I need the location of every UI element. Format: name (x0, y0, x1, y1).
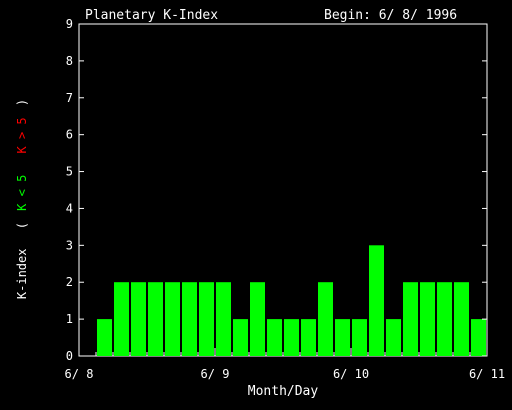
y-tick-label: 7 (66, 91, 73, 105)
bar (369, 245, 384, 356)
bar (233, 319, 248, 356)
bar (437, 282, 452, 356)
x-axis-label: Month/Day (248, 384, 319, 399)
y-tick-label: 4 (66, 201, 73, 215)
bar (148, 282, 163, 356)
bar (216, 282, 231, 356)
bar (471, 319, 486, 356)
y-axis-label: K-index ( K < 5 K > 5 ) (15, 99, 29, 299)
bar (250, 282, 265, 356)
y-tick-label: 5 (66, 165, 73, 179)
x-tick-label: 6/ 10 (333, 367, 369, 381)
x-tick-label: 6/ 9 (201, 367, 230, 381)
bar (454, 282, 469, 356)
y-label-prefix: K-index (15, 249, 29, 300)
y-label-low: K < 5 (15, 175, 29, 211)
y-label-open-paren: ( (15, 222, 29, 229)
y-tick-label: 8 (66, 54, 73, 68)
bar (386, 319, 401, 356)
x-tick-label: 6/ 11 (469, 367, 505, 381)
bar (182, 282, 197, 356)
y-label-high: K > 5 (15, 117, 29, 153)
chart-title: Planetary K-Index (85, 8, 218, 23)
x-axis-ticks: 6/ 8 6/ 9 6/ 10 6/ 11 (65, 348, 505, 381)
bar (318, 282, 333, 356)
y-axis-ticks: 0 1 2 3 4 5 6 7 8 9 (66, 17, 487, 363)
bar (352, 319, 367, 356)
bar (267, 319, 282, 356)
bar (97, 319, 112, 356)
chart-begin-date: Begin: 6/ 8/ 1996 (324, 8, 457, 23)
y-label-close-paren: ) (15, 99, 29, 106)
y-tick-label: 3 (66, 238, 73, 252)
y-tick-label: 2 (66, 275, 73, 289)
bar (335, 319, 350, 356)
bar (165, 282, 180, 356)
bar (301, 319, 316, 356)
bar (403, 282, 418, 356)
y-tick-label: 0 (66, 349, 73, 363)
bar (114, 282, 129, 356)
bar (420, 282, 435, 356)
bar-series (97, 245, 486, 356)
bar (131, 282, 146, 356)
x-tick-label: 6/ 8 (65, 367, 94, 381)
bar (199, 282, 214, 356)
y-tick-label: 9 (66, 17, 73, 31)
bar (284, 319, 299, 356)
y-tick-label: 1 (66, 312, 73, 326)
y-tick-label: 6 (66, 128, 73, 142)
